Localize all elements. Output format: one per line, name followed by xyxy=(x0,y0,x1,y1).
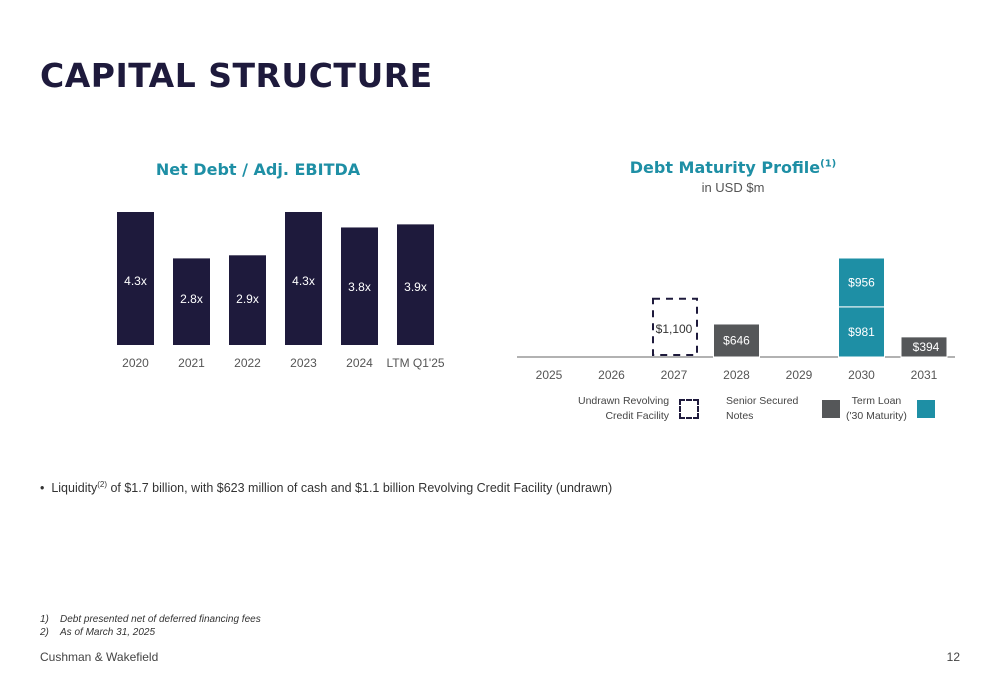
maturity-bar-notes-2028 xyxy=(713,323,760,358)
bullet-prefix: Liquidity xyxy=(51,481,98,496)
maturity-bar-label-2028-1: $646 xyxy=(723,333,750,347)
ebitda-bar-label-2024: 3.8x xyxy=(348,280,371,294)
bullet-dot: • xyxy=(40,481,52,496)
maturity-category-2027: 2027 xyxy=(661,368,688,382)
ebitda-bar-label-2022: 2.9x xyxy=(236,292,259,306)
legend-swatch-termloan xyxy=(916,400,935,418)
footnote-1: 1) Debt presented net of deferred financ… xyxy=(40,613,261,626)
maturity-bar-label-2031-1: $394 xyxy=(913,340,940,354)
maturity-bar-label-2027-0: $1,100 xyxy=(656,322,693,336)
maturity-chart-title-sup: (1) xyxy=(820,158,837,170)
ebitda-chart-title: Net Debt / Adj. EBITDA xyxy=(155,160,361,179)
page-number: 12 xyxy=(946,650,960,664)
legend-label-termloan: Term Loan ('30 Maturity) xyxy=(846,394,907,424)
ebitda-bar-label-2020: 4.3x xyxy=(124,274,147,288)
ebitda-category-LTM Q1'25: LTM Q1'25 xyxy=(386,356,444,370)
footer-company: Cushman & Wakefield xyxy=(40,650,159,664)
maturity-category-2026: 2026 xyxy=(598,368,625,382)
ebitda-bar-label-2021: 2.8x xyxy=(180,292,203,306)
maturity-category-2031: 2031 xyxy=(911,368,938,382)
ebitda-bar-2024 xyxy=(341,227,378,345)
legend-label-revolver: Undrawn Revolving Credit Facility xyxy=(578,394,669,424)
maturity-bar-notes-2031 xyxy=(900,336,948,358)
ebitda-category-2021: 2021 xyxy=(178,356,205,370)
legend-label-revolver-line2: Credit Facility xyxy=(605,410,670,422)
legend-swatch-notes xyxy=(822,400,841,418)
maturity-category-2030: 2030 xyxy=(848,368,875,382)
legend-label-notes: Senior Secured Notes xyxy=(726,394,798,424)
ebitda-category-2020: 2020 xyxy=(122,356,149,370)
maturity-bar-label-2030-2: $981 xyxy=(848,325,875,339)
maturity-chart-title: Debt Maturity Profile(1) xyxy=(600,158,866,177)
bullet-sup: (2) xyxy=(97,480,107,489)
maturity-bar-notes-2030 xyxy=(838,257,885,308)
legend-label-revolver-line1: Undrawn Revolving xyxy=(578,395,670,407)
legend-label-notes-line2: Notes xyxy=(726,410,754,422)
maturity-category-2029: 2029 xyxy=(786,368,813,382)
legend-label-termloan-line1: Term Loan xyxy=(851,395,902,407)
maturity-bar-revolver-2027 xyxy=(652,297,698,357)
liquidity-bullet: • Liquidity(2) of $1.7 billion, with $62… xyxy=(40,480,612,495)
ebitda-bar-label-2023: 4.3x xyxy=(292,274,315,288)
footnote-1-num: 1) xyxy=(40,614,49,625)
footnote-2-num: 2) xyxy=(40,627,49,638)
ebitda-bar-2022 xyxy=(229,255,266,345)
legend-label-notes-line1: Senior Secured xyxy=(726,395,799,407)
page-title: CAPITAL STRUCTURE xyxy=(40,56,433,95)
ebitda-bar-label-LTM Q1'25: 3.9x xyxy=(404,280,427,294)
footnote-2-text: As of March 31, 2025 xyxy=(60,627,156,638)
legend-item-notes: Senior Secured Notes xyxy=(726,392,841,426)
maturity-category-2028: 2028 xyxy=(723,368,750,382)
legend-label-termloan-line2: ('30 Maturity) xyxy=(846,410,907,422)
bullet-text: of $1.7 billion, with $623 million of ca… xyxy=(106,481,613,496)
ebitda-category-2024: 2024 xyxy=(346,356,373,370)
ebitda-bar-2021 xyxy=(173,258,210,345)
legend-swatch-revolver xyxy=(679,399,700,419)
footnotes: 1) Debt presented net of deferred financ… xyxy=(40,613,261,639)
ebitda-category-2022: 2022 xyxy=(234,356,261,370)
ebitda-bar-LTM Q1'25 xyxy=(397,224,434,345)
maturity-chart-subtitle: in USD $m xyxy=(701,180,765,195)
legend-item-revolver: Undrawn Revolving Credit Facility xyxy=(578,392,700,426)
legend-item-termloan: Term Loan ('30 Maturity) xyxy=(846,392,935,426)
maturity-chart-title-text: Debt Maturity Profile xyxy=(629,158,821,177)
ebitda-bar-2023 xyxy=(285,212,322,345)
footnote-1-text: Debt presented net of deferred financing… xyxy=(60,614,261,625)
ebitda-bar-2020 xyxy=(117,212,154,345)
maturity-category-2025: 2025 xyxy=(536,368,563,382)
footnote-2: 2) As of March 31, 2025 xyxy=(40,626,261,639)
ebitda-category-2023: 2023 xyxy=(290,356,317,370)
maturity-bar-label-2030-1: $956 xyxy=(848,275,875,289)
